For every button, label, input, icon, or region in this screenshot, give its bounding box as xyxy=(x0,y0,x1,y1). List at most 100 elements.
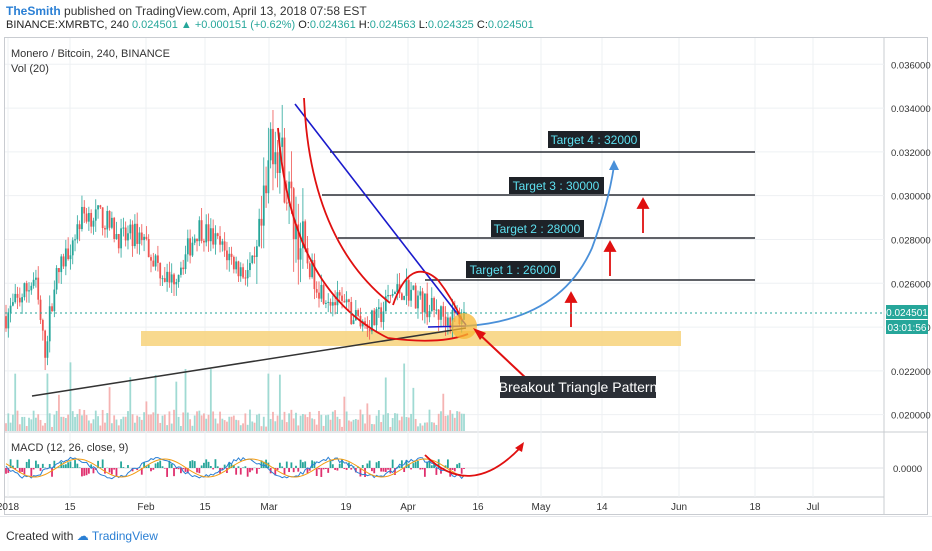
time-tick-label: 15 xyxy=(199,502,211,513)
candle-body xyxy=(357,310,359,316)
candle-body xyxy=(403,296,405,300)
macd-histogram-bar xyxy=(323,468,325,469)
candle-body xyxy=(228,254,230,260)
candle-body xyxy=(408,280,410,301)
volume-bar xyxy=(132,414,134,431)
candle-body xyxy=(270,129,272,160)
macd-histogram-bar xyxy=(173,468,175,476)
volume-bar xyxy=(442,394,444,431)
volume-bar xyxy=(58,395,60,431)
volume-bar xyxy=(461,414,463,431)
volume-bar xyxy=(53,415,55,431)
volume-bar xyxy=(277,416,279,431)
macd-histogram-bar xyxy=(185,468,187,472)
volume-bar xyxy=(272,412,274,431)
volume-bar xyxy=(454,418,456,431)
volume-bar xyxy=(346,412,348,431)
time-axis[interactable]: 201815Feb15Mar19Apr16May14Jun18Jul xyxy=(0,502,819,513)
volume-bar xyxy=(314,419,316,431)
candle-body xyxy=(332,302,334,305)
volume-bar xyxy=(83,410,85,431)
candle-body xyxy=(118,234,120,248)
volume-bar xyxy=(366,403,368,431)
price-tick-label: 0.026000 xyxy=(891,279,931,290)
candle-body xyxy=(104,228,106,229)
macd-histogram-bar xyxy=(30,468,32,476)
volume-bar xyxy=(435,425,437,431)
volume-bar xyxy=(396,414,398,431)
volume-bar xyxy=(394,413,396,431)
volume-bar xyxy=(187,413,189,431)
volume-bar xyxy=(49,413,51,431)
macd-histogram-bar xyxy=(318,468,320,469)
volume-bar xyxy=(164,415,166,431)
time-tick-label: 19 xyxy=(340,502,352,513)
candle-body xyxy=(42,320,44,331)
target-4-text: Target 4 : 32000 xyxy=(551,133,638,147)
candle-body xyxy=(21,297,23,302)
candle-body xyxy=(189,238,191,255)
macd-histogram-bar xyxy=(63,465,65,468)
macd-histogram-bar xyxy=(205,459,207,468)
candle-body xyxy=(240,267,242,276)
target-3-text: Target 3 : 30000 xyxy=(513,179,600,193)
candle-body xyxy=(256,246,258,257)
macd-histogram-bar xyxy=(288,468,290,472)
candle-body xyxy=(175,282,177,284)
price-axis[interactable]: 0.0360000.0340000.0320000.0300000.028000… xyxy=(891,60,931,475)
candle-body xyxy=(429,311,431,317)
macd-histogram-bar xyxy=(401,460,403,468)
candle-body xyxy=(203,241,205,243)
up-arrowhead xyxy=(638,199,648,208)
macd-histogram-bar xyxy=(362,465,364,468)
candle-body xyxy=(17,294,19,298)
macd-histogram-bar xyxy=(72,467,74,468)
volume-bar xyxy=(433,423,435,431)
volume-bar xyxy=(127,411,129,431)
volume-bar xyxy=(302,414,304,431)
volume-bar xyxy=(224,420,226,431)
candle-body xyxy=(341,296,343,301)
macd-histogram-bar xyxy=(240,468,242,475)
candle-body xyxy=(226,251,228,261)
candle-body xyxy=(215,233,217,244)
volume-bar xyxy=(12,415,14,431)
candle-body xyxy=(60,256,62,272)
volume-bar xyxy=(155,375,157,431)
candle-body xyxy=(249,263,251,270)
volume-bar xyxy=(360,410,362,431)
volume-legend: Vol (20) xyxy=(11,63,49,75)
candle-body xyxy=(380,307,382,322)
tradingview-link[interactable]: TradingView xyxy=(92,529,158,543)
volume-bar xyxy=(387,413,389,431)
volume-bar xyxy=(357,420,359,431)
volume-bar xyxy=(93,419,95,431)
volume-bar xyxy=(378,410,380,431)
volume-bar xyxy=(383,415,385,431)
volume-bar xyxy=(88,420,90,431)
macd-histogram-bar xyxy=(127,465,129,468)
macd-histogram-bar xyxy=(293,468,295,472)
macd-histogram-bar xyxy=(304,461,306,468)
volume-bar xyxy=(424,423,426,431)
volume-bar xyxy=(371,424,373,431)
candle-body xyxy=(198,220,200,241)
volume-bar xyxy=(426,422,428,431)
candle-body xyxy=(353,320,355,324)
volume-bar xyxy=(316,425,318,431)
chart-title: Monero / Bitcoin, 240, BINANCE xyxy=(11,48,170,60)
candle-body xyxy=(435,310,437,311)
macd-histogram-bar xyxy=(456,464,458,468)
volume-bar xyxy=(145,401,147,431)
volume-bar xyxy=(215,419,217,431)
volume-bar xyxy=(5,423,7,431)
price-chart[interactable]: 0.0360000.0340000.0320000.0300000.028000… xyxy=(0,0,932,515)
macd-histogram-bar xyxy=(339,464,341,468)
volume-bar xyxy=(284,412,286,431)
volume-bar xyxy=(201,415,203,431)
target-4-label: Target 4 : 32000 xyxy=(548,131,640,148)
macd-histogram-bar xyxy=(40,468,42,471)
volume-bar xyxy=(286,422,288,431)
macd-histogram-bar xyxy=(210,466,212,468)
volume-bar xyxy=(19,424,21,431)
